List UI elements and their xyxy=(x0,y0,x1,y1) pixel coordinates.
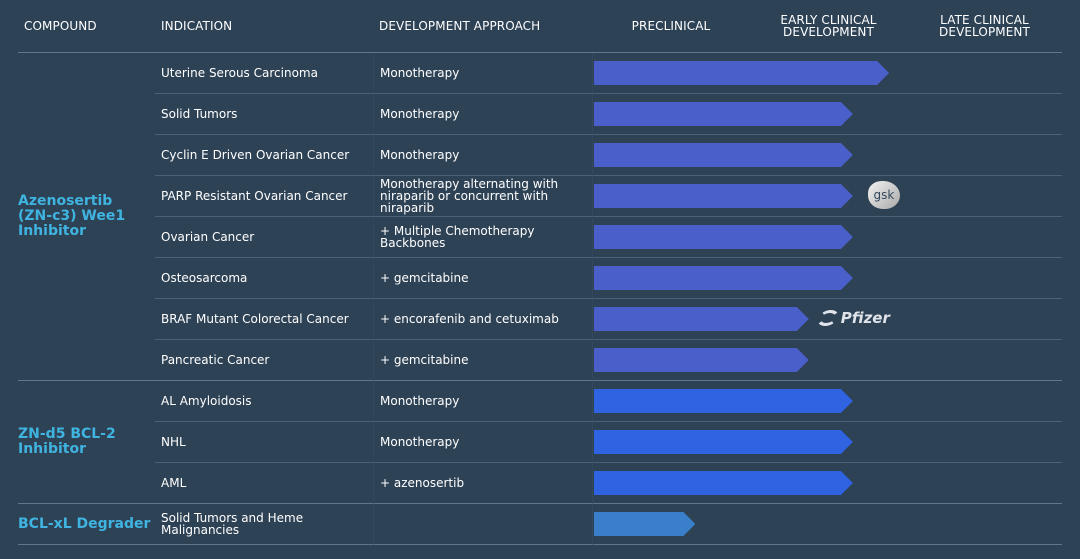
progress-cell xyxy=(592,258,1062,299)
pfizer-logo: Pfizer xyxy=(814,309,890,327)
progress-cell xyxy=(592,94,1062,135)
indication-cell: Ovarian Cancer xyxy=(155,217,373,258)
approach-cell: Monotherapy xyxy=(373,94,592,135)
indication-cell: BRAF Mutant Colorectal Cancer xyxy=(155,299,373,340)
progress-cell xyxy=(592,217,1062,258)
progress-bar xyxy=(594,143,853,167)
approach-cell: + gemcitabine xyxy=(373,258,592,299)
approach-cell: Monotherapy xyxy=(373,135,592,176)
progress-bar xyxy=(594,471,853,495)
progress-bar xyxy=(594,184,853,208)
progress-bar xyxy=(594,102,853,126)
progress-cell xyxy=(592,135,1062,176)
approach-cell: + encorafenib and cetuximab xyxy=(373,299,592,340)
header-approach: DEVELOPMENT APPROACH xyxy=(373,0,592,53)
progress-cell xyxy=(592,504,1062,545)
progress-bar xyxy=(594,266,853,290)
progress-cell xyxy=(592,463,1062,504)
indication-cell: PARP Resistant Ovarian Cancer xyxy=(155,176,373,217)
progress-cell xyxy=(592,422,1062,463)
compound-label: BCL-xL Degrader xyxy=(18,504,155,545)
progress-bar xyxy=(594,389,853,413)
progress-cell: gsk xyxy=(592,176,1062,217)
indication-cell: Solid Tumors xyxy=(155,94,373,135)
indication-cell: AML xyxy=(155,463,373,504)
progress-cell xyxy=(592,53,1062,94)
indication-cell: Pancreatic Cancer xyxy=(155,340,373,381)
header-early-clinical: EARLY CLINICAL DEVELOPMENT xyxy=(750,0,907,53)
approach-cell: Monotherapy alternating with niraparib o… xyxy=(373,176,592,217)
header-compound: COMPOUND xyxy=(18,0,155,53)
progress-bar xyxy=(594,512,695,536)
pfizer-mark-icon xyxy=(814,310,841,326)
approach-cell: + Multiple Chemotherapy Backbones xyxy=(373,217,592,258)
compound-label: Azenosertib (ZN-c3) Wee1 Inhibitor xyxy=(18,53,155,381)
progress-bar xyxy=(594,225,853,249)
approach-cell: Monotherapy xyxy=(373,422,592,463)
pfizer-logo-text: Pfizer xyxy=(840,309,890,327)
progress-cell xyxy=(592,340,1062,381)
progress-cell: Pfizer xyxy=(592,299,1062,340)
progress-cell xyxy=(592,381,1062,422)
compound-label: ZN-d5 BCL-2 Inhibitor xyxy=(18,381,155,504)
progress-bar xyxy=(594,430,853,454)
progress-bar xyxy=(594,348,809,372)
progress-bar xyxy=(594,307,809,331)
indication-cell: Uterine Serous Carcinoma xyxy=(155,53,373,94)
approach-cell: Monotherapy xyxy=(373,53,592,94)
indication-cell: AL Amyloidosis xyxy=(155,381,373,422)
header-preclinical: PRECLINICAL xyxy=(592,0,750,53)
indication-cell: Osteosarcoma xyxy=(155,258,373,299)
header-indication: INDICATION xyxy=(155,0,373,53)
header-late-clinical: LATE CLINICAL DEVELOPMENT xyxy=(907,0,1062,53)
approach-cell: Monotherapy xyxy=(373,381,592,422)
indication-cell: Cyclin E Driven Ovarian Cancer xyxy=(155,135,373,176)
indication-cell: Solid Tumors and Heme Malignancies xyxy=(155,504,373,545)
progress-bar xyxy=(594,61,889,85)
approach-cell: + azenosertib xyxy=(373,463,592,504)
gsk-logo: gsk xyxy=(867,181,900,209)
approach-cell: + gemcitabine xyxy=(373,340,592,381)
pipeline-table: COMPOUND INDICATION DEVELOPMENT APPROACH… xyxy=(18,0,1062,545)
approach-cell xyxy=(373,504,592,545)
indication-cell: NHL xyxy=(155,422,373,463)
